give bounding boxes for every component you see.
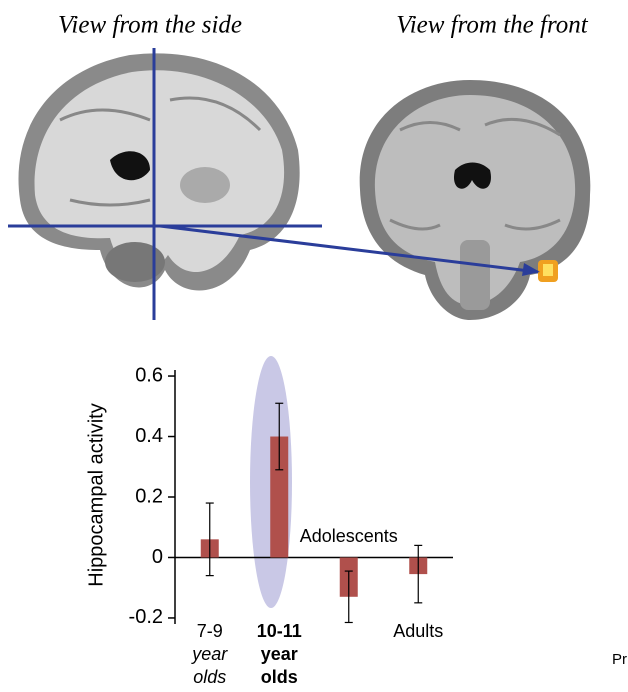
sagittal-brain [18,53,299,290]
y-tick-label: 0.6 [135,364,163,386]
footer-fragment: Pr [612,651,627,668]
x-tick-label: 7-9 [197,621,223,641]
x-tick-label: olds [261,667,298,687]
figure: View from the side View from the front H… [0,0,628,687]
x-tick-label: 10-11 [257,621,302,641]
side-title: View from the side [58,12,242,39]
y-tick-label: 0.4 [135,425,163,447]
y-tick-label: 0 [152,546,163,568]
y-tick-label: 0.2 [135,485,163,507]
y-axis-label: Hippocampal activity [85,403,107,586]
x-tick-label: year [190,644,228,664]
y-tick-label: -0.2 [129,606,163,628]
x-tick-label: year [261,644,298,664]
x-tick-label: olds [193,667,226,687]
coronal-brain [360,80,591,320]
front-title: View from the front [396,12,588,39]
x-tick-label: Adults [393,621,443,641]
x-tick-label: Adolescents [300,526,398,546]
